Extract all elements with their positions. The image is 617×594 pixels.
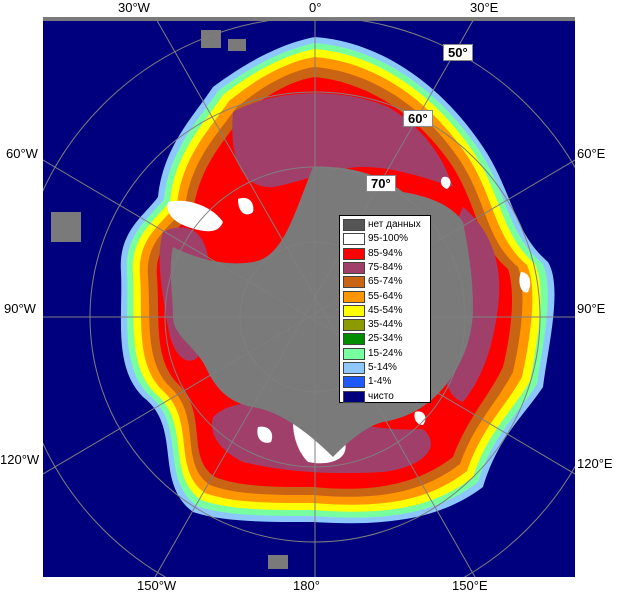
legend-swatch [343, 304, 365, 317]
legend-swatch [343, 276, 365, 289]
legend-item: 25-34% [342, 332, 430, 346]
ice-patch-white-6 [440, 176, 451, 189]
legend-label: 1-4% [368, 376, 392, 388]
legend-item: 65-74% [342, 275, 430, 289]
legend-item: 45-54% [342, 304, 430, 318]
legend-label: 35-44% [368, 319, 403, 331]
ice-patch-white-4 [257, 426, 273, 443]
legend-swatch [343, 261, 365, 274]
legend-swatch [343, 362, 365, 374]
legend-label: 25-34% [368, 333, 403, 345]
ice-patch-white-2 [238, 197, 254, 215]
legend-label: 55-64% [368, 290, 403, 302]
legend-label: 75-84% [368, 261, 403, 273]
legend-swatch [343, 219, 365, 231]
sea-ice-map [43, 17, 575, 577]
legend-swatch [343, 290, 365, 303]
nodata-bit-5 [43, 17, 575, 21]
lon-label-30e-top: 30°E [470, 0, 499, 15]
legend-label: 5-14% [368, 362, 397, 373]
legend-item: 55-64% [342, 290, 430, 304]
legend-item: 75-84% [342, 261, 430, 275]
lat-label-60: 60° [403, 110, 433, 127]
legend-item: 85-94% [342, 247, 430, 261]
lon-label-150w-bottom: 150°W [137, 578, 177, 593]
nodata-bit-2 [228, 39, 246, 51]
legend-label: 65-74% [368, 276, 403, 288]
meridian-120 [43, 159, 575, 475]
ice-patch-white-5 [519, 272, 531, 293]
lon-label-60w: 60°W [6, 146, 38, 161]
lon-label-150e-bottom: 150°E [452, 578, 488, 593]
legend-label: нет данных [368, 219, 421, 230]
legend-label: 85-94% [368, 247, 403, 259]
ice-patch-white-1 [167, 200, 223, 232]
legend: нет данных 95-100% 85-94% 75-84% 65-74% 55-64… [339, 215, 431, 403]
legend-item: 95-100% [342, 232, 430, 246]
legend-label: 45-54% [368, 304, 403, 316]
legend-item: 15-24% [342, 347, 430, 361]
legend-swatch [343, 319, 365, 332]
legend-item: 1-4% [342, 375, 430, 389]
lon-label-60e: 60°E [577, 146, 606, 161]
legend-swatch [343, 376, 365, 389]
legend-swatch [343, 247, 365, 260]
nodata-bit-4 [268, 555, 288, 569]
legend-label: чисто [368, 390, 394, 402]
lon-label-30w-top: 30°W [118, 0, 150, 15]
legend-item: нет данных [342, 218, 430, 232]
lat-label-50: 50° [443, 44, 473, 61]
nodata-bit-3 [51, 212, 81, 242]
legend-label: 95-100% [368, 233, 409, 245]
lon-label-180-bottom: 180° [293, 578, 320, 593]
legend-swatch [343, 390, 365, 403]
legend-swatch [343, 233, 365, 246]
lon-label-90e: 90°E [577, 301, 606, 316]
legend-label: 15-24% [368, 347, 403, 359]
lon-label-120w: 120°W [0, 452, 40, 467]
lon-label-0-top: 0° [309, 0, 322, 15]
ice-patch-purple-north [232, 93, 453, 188]
lat-label-70: 70° [366, 175, 396, 192]
legend-item: чисто [342, 390, 430, 404]
legend-item: 5-14% [342, 361, 430, 375]
legend-swatch [343, 347, 365, 360]
lon-label-90w: 90°W [4, 301, 36, 316]
nodata-bit-1 [201, 30, 221, 48]
legend-swatch [343, 333, 365, 346]
legend-item: 35-44% [342, 318, 430, 332]
lon-label-120e: 120°E [577, 456, 613, 471]
